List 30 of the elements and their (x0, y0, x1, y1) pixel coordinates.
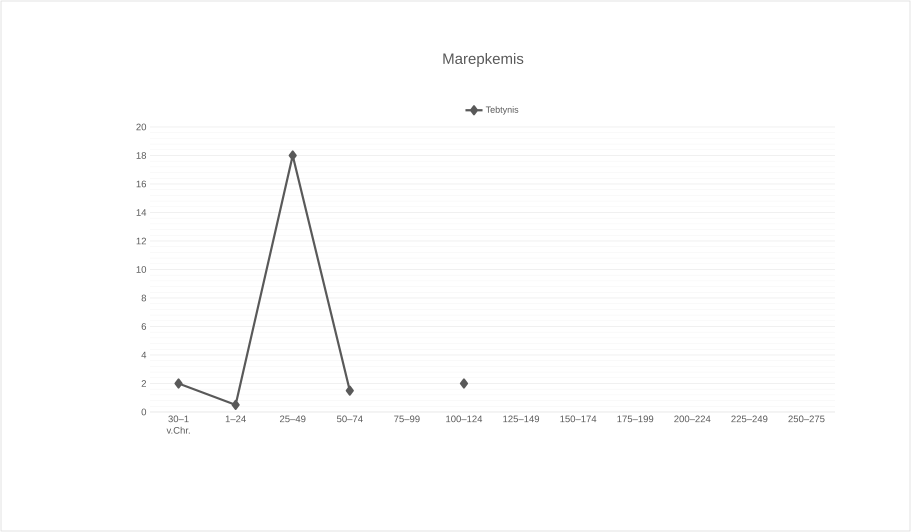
x-tick-label: 125–149 (503, 416, 540, 422)
y-tick-label: 6 (142, 323, 146, 330)
legend-label: Tebtynis (486, 106, 518, 115)
point (288, 150, 297, 161)
x-tick-label: 200–224 (674, 416, 710, 422)
y-tick-label: 12 (136, 238, 146, 244)
point (346, 386, 354, 396)
y-tick-label: 2 (142, 380, 146, 387)
x-tick-label: 100–124 (446, 416, 482, 422)
y-tick-label: 8 (142, 294, 146, 302)
x-tick-label: 30–1 v.Chr. (166, 416, 190, 434)
point (232, 400, 240, 410)
y-tick-label: 0 (142, 408, 146, 416)
x-tick-label: 1–24 (226, 416, 246, 422)
chart-title: Marepkemis (443, 53, 524, 67)
y-tick-label: 20 (136, 124, 146, 130)
y-tick-label: 16 (136, 180, 146, 188)
y-tick-label: 4 (141, 352, 146, 358)
point (174, 378, 183, 389)
x-tick-label: 225–249 (731, 416, 768, 422)
x-tick-label: 150–174 (560, 416, 596, 422)
y-tick-label: 18 (136, 152, 146, 159)
x-tick-label: 75–99 (394, 416, 420, 422)
x-tick-label: 250–275 (788, 416, 825, 422)
x-tick-label: 25–49 (280, 416, 306, 422)
x-tick-label: 50–74 (336, 416, 363, 422)
point (460, 378, 468, 389)
y-tick-label: 14 (136, 209, 146, 216)
y-tick-label: 10 (136, 266, 146, 273)
x-tick-label: 175–199 (617, 416, 654, 422)
